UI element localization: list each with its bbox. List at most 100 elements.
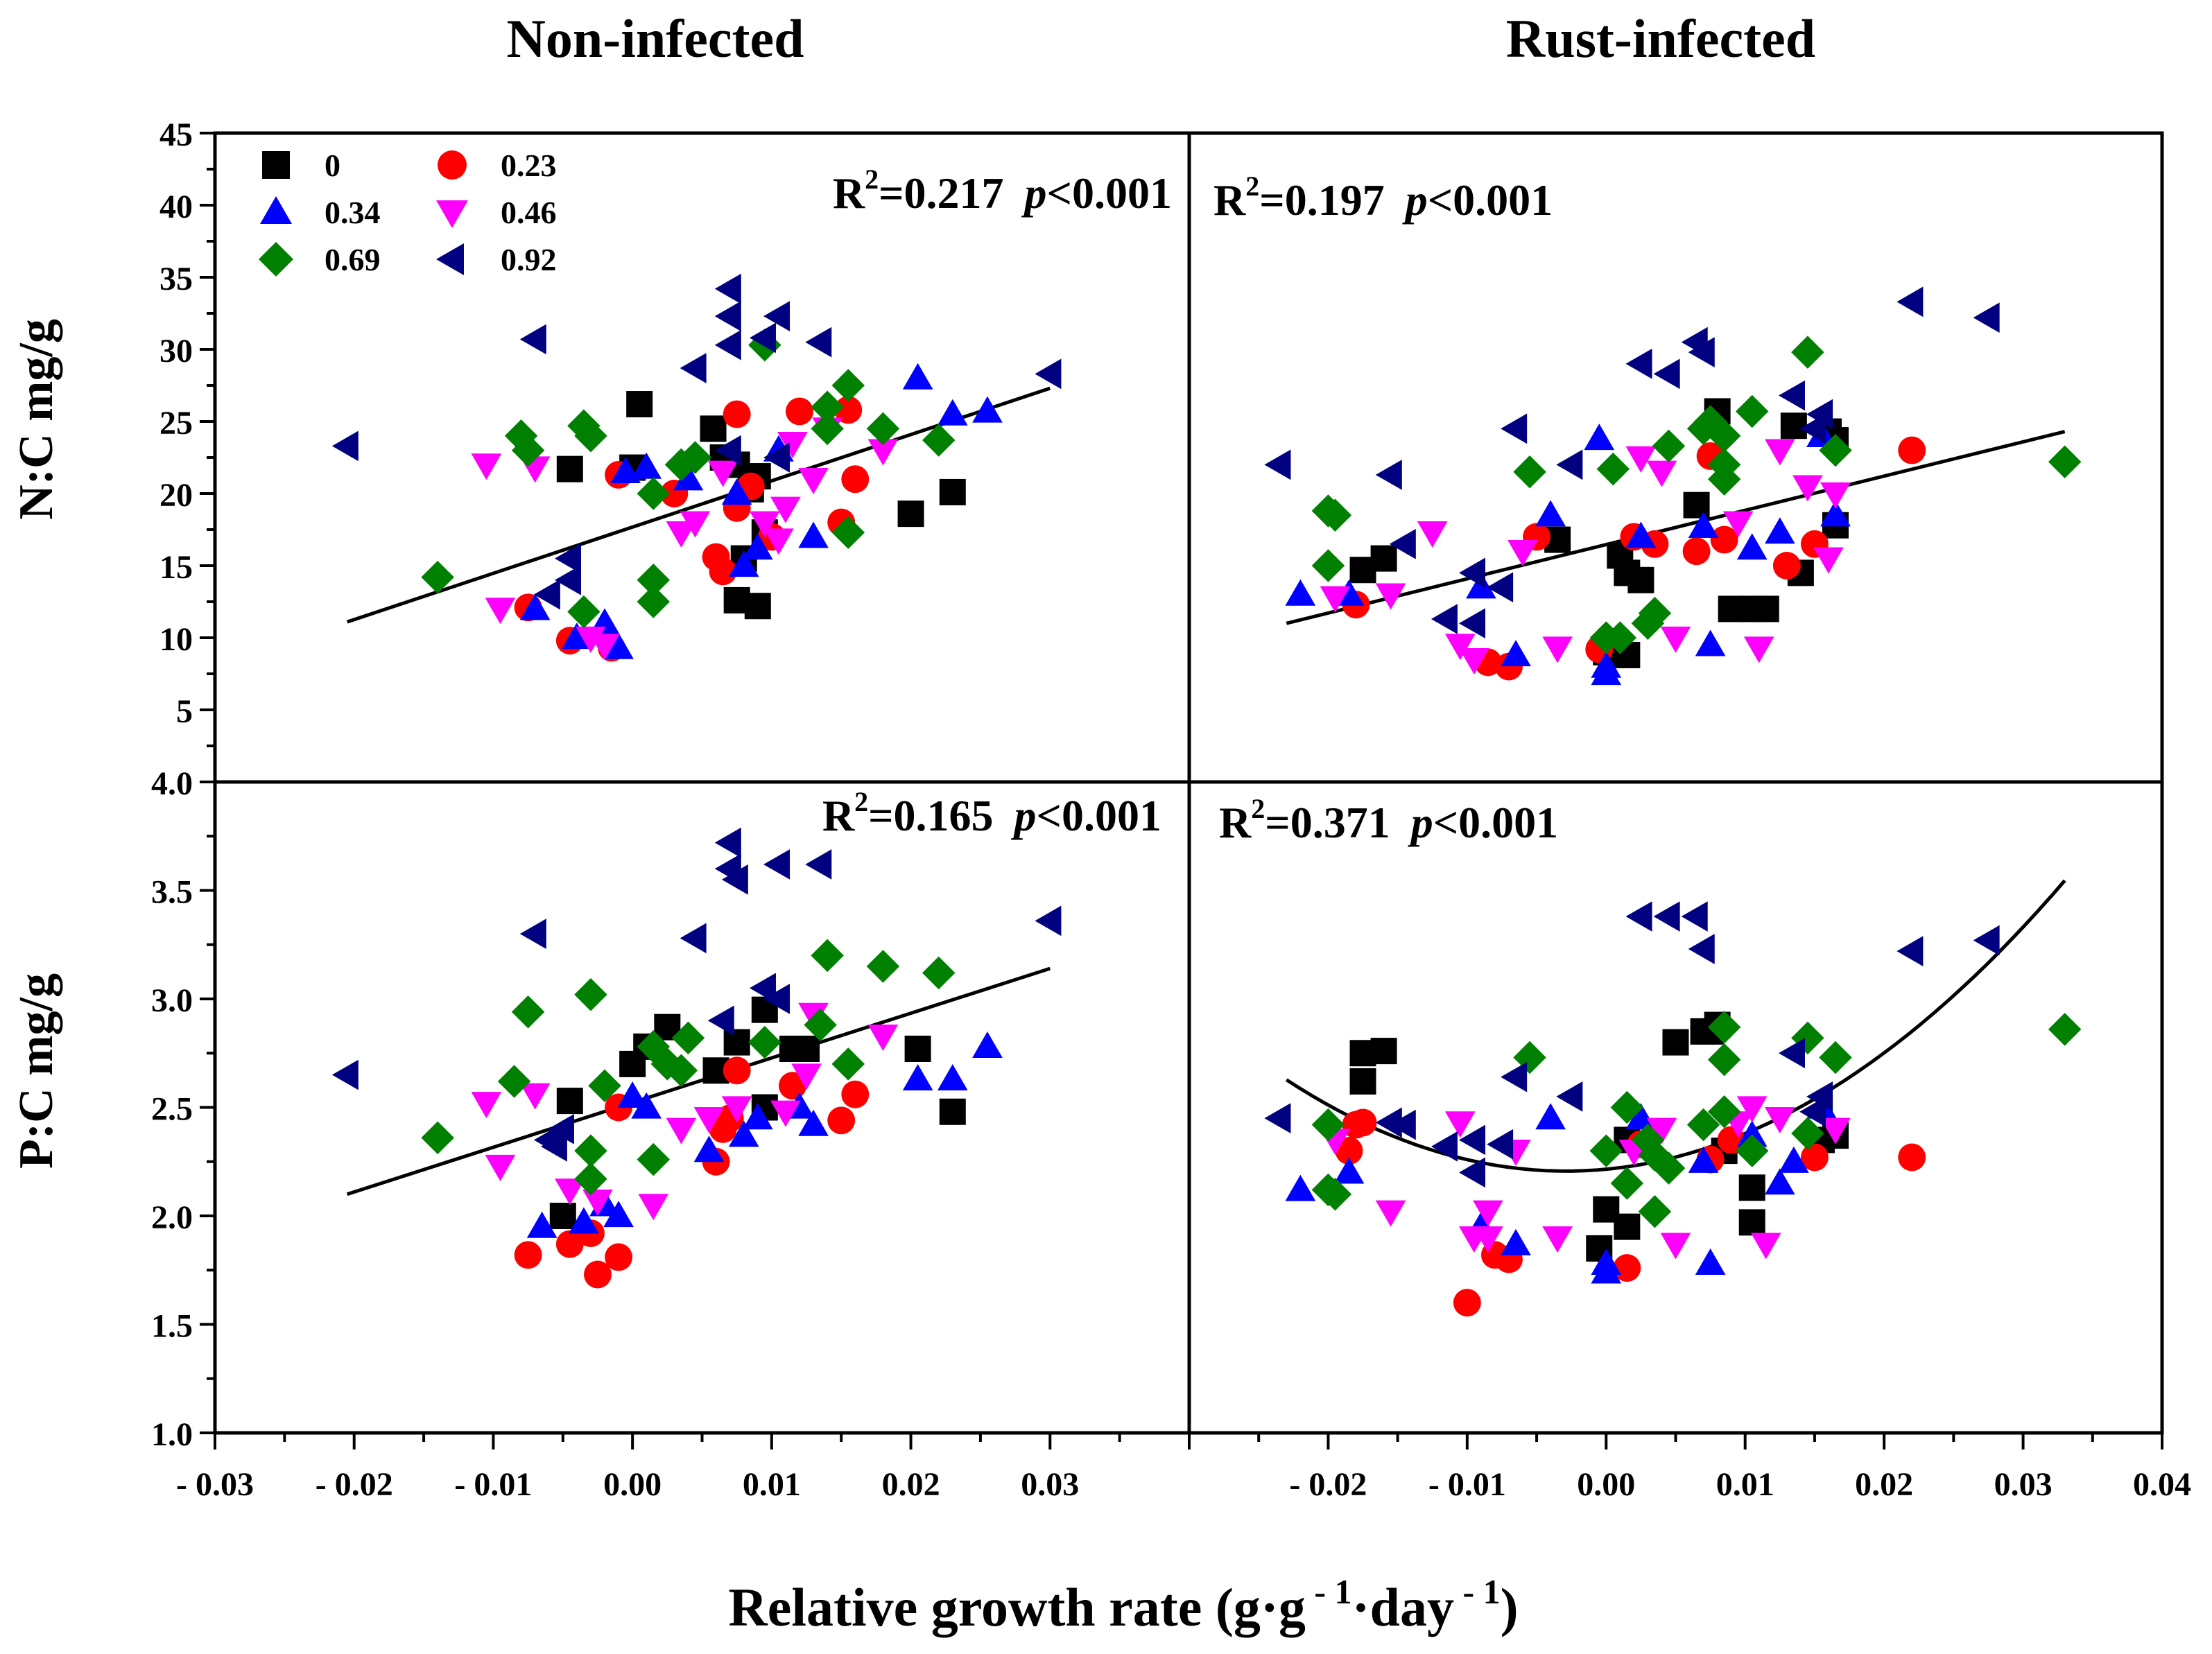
point-pc-non-0.69-6 [588,1069,621,1102]
point-nc-rust-0.34-14 [1820,500,1851,527]
legend-item-0.92: 0.92 [436,242,557,277]
point-pc-rust-0.23-2 [1335,1137,1363,1165]
point-nc-non-0.34-8 [728,550,759,577]
point-pc-non-0-0 [556,1088,583,1115]
point-nc-rust-0.92-8 [1556,449,1583,480]
ytick-label-nc: 35 [159,261,193,297]
ytick-label-pc: 2.5 [151,1091,193,1128]
point-pc-rust-0.92-2 [1389,1109,1416,1140]
point-nc-non-0-3 [700,415,727,442]
point-nc-rust-0.92-2 [1389,528,1416,559]
point-pc-rust-0.69-4 [1589,1134,1623,1167]
point-nc-non-0.34-9 [742,533,773,560]
point-nc-non-0.92-9 [749,322,776,354]
point-nc-rust-0.46-0 [1320,586,1351,613]
point-nc-non-0.69-17 [922,424,956,457]
legend-item-0: 0 [262,148,340,183]
point-nc-non-0.69-15 [831,516,865,549]
point-pc-rust-0.34-7 [1625,1103,1657,1130]
point-nc-rust-0-12 [1752,595,1779,623]
point-pc-non-0.92-0 [331,1059,358,1090]
point-pc-rust-0.69-15 [1735,1134,1769,1167]
point-pc-rust-0.34-8 [1688,1146,1719,1173]
diamond-icon [259,242,293,277]
point-nc-rust-0.69-18 [2048,445,2082,478]
point-nc-non-0.46-3 [576,626,606,653]
point-nc-rust-0.92-6 [1487,572,1514,603]
legend-marker-0.46 [436,200,468,228]
fit-lines [346,386,2066,1196]
point-nc-rust-0.46-13 [1792,475,1823,502]
point-pc-rust-0.92-1 [1375,1107,1402,1138]
point-pc-rust-0.69-11 [1686,1108,1720,1142]
point-pc-non-0.92-10 [763,849,790,880]
point-pc-rust-0.34-10 [1736,1120,1768,1147]
ytick-label-nc: 15 [159,549,193,586]
point-nc-rust-0.46-5 [1507,540,1538,567]
point-nc-non-0.46-6 [680,511,711,538]
point-pc-non-0.46-10 [791,1063,822,1090]
point-pc-non-0.92-13 [1035,905,1062,937]
point-nc-non-0.34-7 [721,478,752,505]
point-nc-non-0-12 [939,478,966,505]
point-pc-non-0.69-0 [421,1121,454,1155]
point-pc-rust-0.92-14 [1799,1096,1826,1127]
point-pc-rust-0.23-3 [1453,1289,1481,1317]
point-pc-rust-0.23-10 [1800,1143,1829,1172]
xtick-label-right: 0.03 [1994,1466,2053,1503]
point-pc-rust-0.46-10 [1660,1233,1691,1260]
point-pc-non-0.69-4 [574,1134,607,1167]
point-nc-non-0-0 [626,391,653,418]
point-pc-rust-0.69-18 [1819,1041,1852,1074]
point-pc-rust-0.92-9 [1625,901,1652,932]
point-nc-rust-0.69-1 [1318,498,1352,532]
ytick-label-pc: 3.5 [151,874,193,911]
ytick-label-nc: 30 [159,333,193,369]
point-nc-non-0.92-1 [519,324,546,355]
point-nc-rust-0.46-3 [1444,634,1476,661]
point-nc-rust-0.46-2 [1417,521,1448,548]
point-nc-non-0.92-6 [714,273,741,304]
point-nc-rust-0.34-5 [1584,424,1615,451]
point-nc-rust-0.92-17 [1973,302,2000,333]
point-pc-non-0.23-1 [555,1230,584,1258]
annotation-nc-rust: R2=0.197 p<0.001 [1213,171,1553,225]
point-pc-rust-0.46-2 [1444,1111,1476,1138]
point-pc-rust-0.92-8 [1556,1081,1583,1112]
point-pc-rust-0.46-12 [1736,1096,1768,1123]
point-nc-rust-0.92-12 [1688,337,1715,368]
point-pc-non-0.34-5 [631,1092,662,1119]
point-pc-non-0.92-5 [680,923,707,954]
xtick-label-right: 0.04 [2133,1466,2191,1503]
point-nc-rust-0.34-7 [1591,659,1622,686]
ytick-label-pc: 3.0 [151,982,193,1019]
annotation-pc-rust: R2=0.371 p<0.001 [1219,793,1558,847]
point-pc-rust-0.46-13 [1750,1233,1781,1260]
point-nc-rust-0.23-7 [1682,537,1711,566]
point-nc-rust-0.46-6 [1542,636,1573,663]
point-pc-rust-0.69-17 [1791,1117,1824,1150]
point-nc-rust-0.69-6 [1603,621,1637,654]
point-nc-non-0.92-13 [1035,358,1062,390]
point-nc-non-0.34-5 [631,452,662,479]
point-nc-non-0.69-0 [421,560,454,594]
point-nc-rust-0.34-10 [1695,629,1726,656]
point-nc-non-0.92-12 [805,327,832,358]
point-pc-rust-0.34-6 [1591,1257,1622,1284]
point-nc-rust-0.46-8 [1646,460,1677,487]
ytick-label-nc: 25 [159,405,193,442]
y-axis-label-nc: N:C mg/g [10,319,63,520]
point-pc-non-0.69-2 [511,995,545,1029]
point-nc-rust-0-13 [1780,412,1807,439]
triangle-down-icon [436,200,468,228]
point-nc-non-0.46-0 [471,453,502,480]
point-pc-non-0.23-3 [584,1260,612,1289]
point-nc-non-0.92-5 [680,353,707,383]
point-pc-rust-0.92-13 [1779,1038,1806,1069]
legend-item-0.34: 0.34 [260,195,381,230]
ytick-label-nc: 40 [159,189,193,225]
point-pc-non-0.92-6 [714,827,741,858]
point-pc-non-0.46-5 [638,1194,669,1221]
point-pc-non-0.92-4 [540,1131,567,1162]
point-nc-rust-0.69-14 [1707,419,1741,453]
